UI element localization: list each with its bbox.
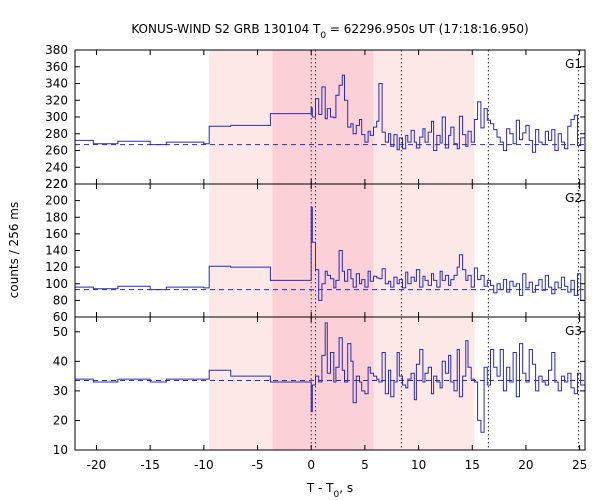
x-tick-label: 25 — [572, 458, 587, 472]
x-axis-title-subscript: 0 — [334, 490, 340, 500]
y-tick-label: 220 — [45, 177, 68, 191]
y-tick-label: 20 — [53, 413, 68, 427]
y-tick-label: 360 — [45, 60, 68, 74]
panel-label: G2 — [565, 191, 582, 205]
y-tick-label: 140 — [45, 244, 68, 258]
panel-g2 — [75, 206, 585, 301]
x-tick-label: -20 — [87, 458, 107, 472]
x-tick-label: 10 — [411, 458, 426, 472]
y-tick-label: 380 — [45, 43, 68, 57]
x-tick-label: -5 — [252, 458, 264, 472]
panel-label: G1 — [565, 57, 582, 71]
y-tick-label: 60 — [53, 310, 68, 324]
count-rate-step-line — [75, 322, 585, 433]
light-curve-series — [75, 74, 585, 433]
panel-g1 — [75, 74, 585, 153]
panel-g3 — [75, 322, 585, 433]
y-tick-label: 10 — [53, 443, 68, 457]
y-tick-label: 260 — [45, 144, 68, 158]
shaded-interval — [272, 50, 374, 450]
x-tick-label: 15 — [465, 458, 480, 472]
x-tick-label: -10 — [194, 458, 214, 472]
x-tick-label: 0 — [307, 458, 315, 472]
x-axis-title: T - T0, s — [306, 481, 353, 500]
y-tick-label: 340 — [45, 77, 68, 91]
x-tick-label: 5 — [361, 458, 369, 472]
y-tick-label: 40 — [53, 354, 68, 368]
axis-ticks: 2202402602803003203403603806080100120140… — [45, 43, 587, 472]
panel-label: G3 — [565, 324, 582, 338]
x-tick-label: 20 — [518, 458, 533, 472]
y-tick-label: 180 — [45, 210, 68, 224]
y-tick-label: 300 — [45, 110, 68, 124]
count-rate-step-line — [75, 206, 585, 301]
y-tick-label: 200 — [45, 194, 68, 208]
y-tick-label: 100 — [45, 277, 68, 291]
y-tick-label: 80 — [53, 293, 68, 307]
y-tick-label: 50 — [53, 325, 68, 339]
y-tick-label: 30 — [53, 384, 68, 398]
shaded-interval — [209, 50, 273, 450]
y-tick-label: 320 — [45, 93, 68, 107]
chart-title: KONUS-WIND S2 GRB 130104 T0 = 62296.950s… — [131, 22, 528, 41]
y-tick-label: 240 — [45, 160, 68, 174]
y-tick-label: 160 — [45, 227, 68, 241]
chart-title-subscript: 0 — [320, 31, 326, 41]
count-rate-step-line — [75, 74, 585, 153]
y-tick-label: 220 — [45, 177, 68, 191]
panel-frame — [74, 316, 586, 451]
y-tick-label: 280 — [45, 127, 68, 141]
y-axis-title: counts / 256 ms — [7, 202, 21, 298]
x-tick-label: -15 — [140, 458, 160, 472]
y-tick-label: 120 — [45, 260, 68, 274]
